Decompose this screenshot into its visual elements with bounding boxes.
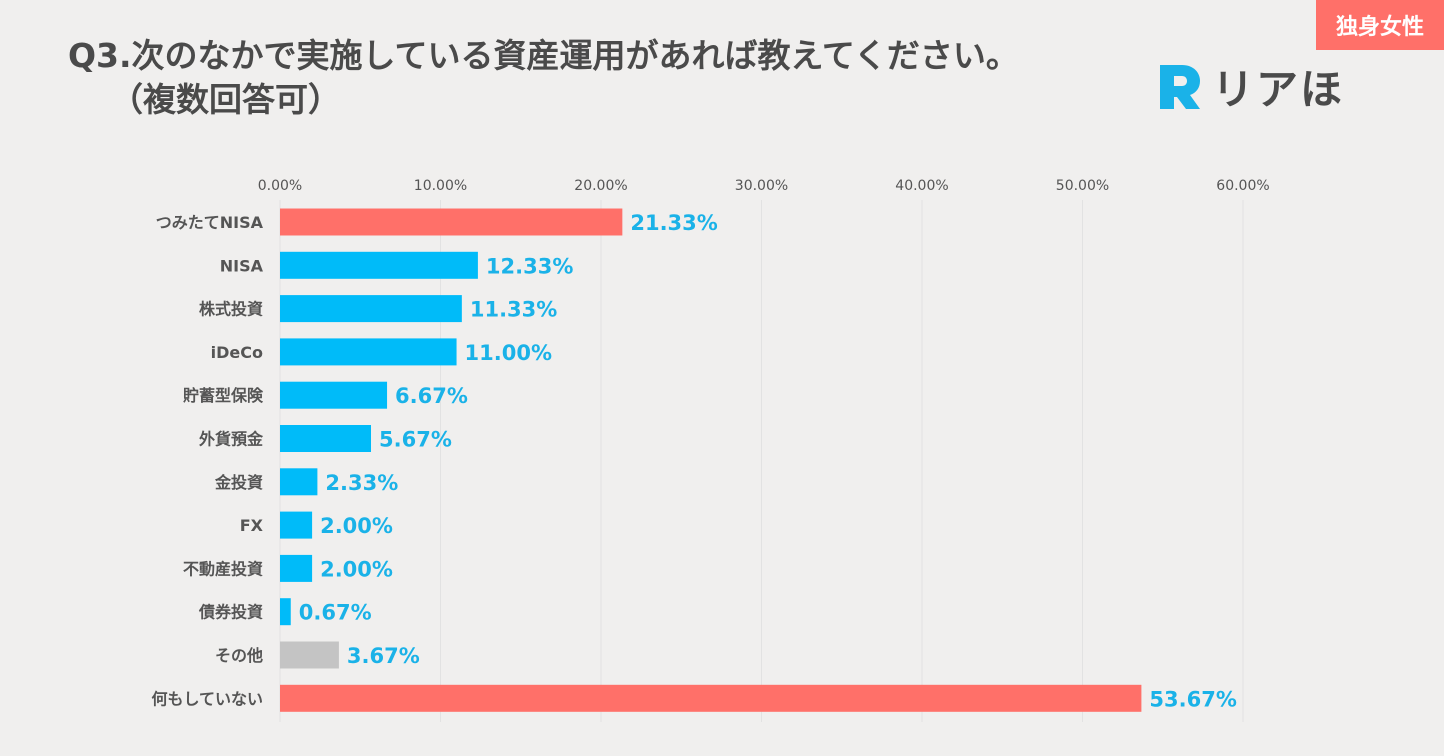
- category-label: 貯蓄型保険: [183, 386, 264, 405]
- bar: [280, 208, 623, 236]
- logo-text: リアほ: [1212, 65, 1345, 114]
- category-label: NISA: [220, 256, 264, 275]
- x-tick-label: 20.00%: [574, 178, 627, 194]
- value-label: 3.67%: [347, 644, 420, 668]
- bar: [280, 511, 313, 539]
- title-line-2: （複数回答可）: [110, 80, 341, 119]
- category-label: その他: [215, 646, 263, 665]
- category-label: FX: [240, 516, 264, 535]
- category-label: iDeCo: [211, 343, 263, 362]
- x-tick-label: 0.00%: [258, 178, 302, 194]
- value-label: 2.33%: [325, 471, 398, 495]
- x-tick-label: 60.00%: [1216, 178, 1269, 194]
- bar: [280, 425, 372, 452]
- brand-logo: リアほ: [1156, 56, 1344, 117]
- category-label: 不動産投資: [183, 559, 263, 578]
- category-label: つみたてNISA: [156, 213, 264, 232]
- chart-title: Q3.次のなかで実施している資産運用があれば教えてください。 （複数回答可）: [68, 34, 1019, 122]
- value-label: 21.33%: [630, 211, 717, 235]
- category-label: 債券投資: [198, 603, 263, 622]
- logo-r-icon: [1160, 64, 1200, 109]
- bar: [280, 381, 388, 409]
- category-label: 株式投資: [199, 300, 263, 319]
- segment-badge: 独身女性: [1316, 0, 1444, 50]
- x-tick-label: 30.00%: [735, 178, 788, 194]
- value-label: 6.67%: [395, 384, 468, 408]
- bar: [280, 338, 457, 366]
- value-label: 5.67%: [379, 428, 452, 452]
- bar: [280, 641, 339, 669]
- bar: [280, 468, 318, 496]
- category-label: 外貨預金: [198, 430, 264, 449]
- value-label: 2.00%: [320, 557, 393, 581]
- value-label: 0.67%: [299, 601, 372, 625]
- category-label: 金投資: [214, 473, 263, 492]
- x-tick-label: 40.00%: [895, 178, 948, 194]
- value-label: 53.67%: [1149, 687, 1236, 711]
- x-tick-label: 50.00%: [1056, 178, 1109, 194]
- bar: [280, 295, 462, 323]
- bar: [280, 554, 313, 582]
- bar: [280, 684, 1142, 712]
- bar: [280, 251, 478, 279]
- bar: [280, 598, 291, 626]
- x-tick-label: 10.00%: [414, 178, 467, 194]
- value-label: 11.33%: [470, 298, 557, 322]
- value-label: 12.33%: [486, 254, 573, 278]
- value-label: 11.00%: [465, 341, 552, 365]
- value-label: 2.00%: [320, 514, 393, 538]
- title-line-1: Q3.次のなかで実施している資産運用があれば教えてください。: [68, 36, 1019, 75]
- category-label: 何もしていない: [151, 689, 263, 708]
